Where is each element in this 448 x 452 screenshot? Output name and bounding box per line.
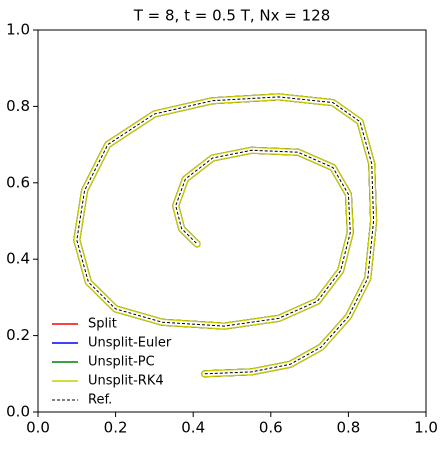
chart-title: T = 8, t = 0.5 T, Nx = 128 [133, 7, 331, 25]
y-tick-label: 0.4 [6, 250, 30, 268]
x-tick-label: 0.8 [336, 419, 360, 437]
legend-label: Unsplit-PC [88, 355, 155, 370]
x-tick-label: 0.6 [259, 419, 283, 437]
y-tick-label: 0.0 [6, 403, 30, 421]
legend-label: Unsplit-Euler [88, 336, 172, 351]
legend-label: Ref. [88, 393, 112, 408]
x-tick-label: 0.4 [181, 419, 205, 437]
x-tick-label: 1.0 [414, 419, 438, 437]
series-line [73, 93, 378, 378]
legend-label: Split [88, 317, 117, 332]
ref-line [76, 96, 375, 375]
y-tick-label: 0.6 [6, 173, 30, 191]
x-tick-label: 0.2 [104, 419, 128, 437]
legend-label: Unsplit-RK4 [88, 374, 164, 389]
y-tick-label: 0.8 [6, 97, 30, 115]
y-tick-label: 1.0 [6, 21, 30, 39]
x-tick-label: 0.0 [26, 419, 50, 437]
plot-frame [37, 29, 427, 413]
y-tick-label: 0.2 [6, 326, 30, 344]
